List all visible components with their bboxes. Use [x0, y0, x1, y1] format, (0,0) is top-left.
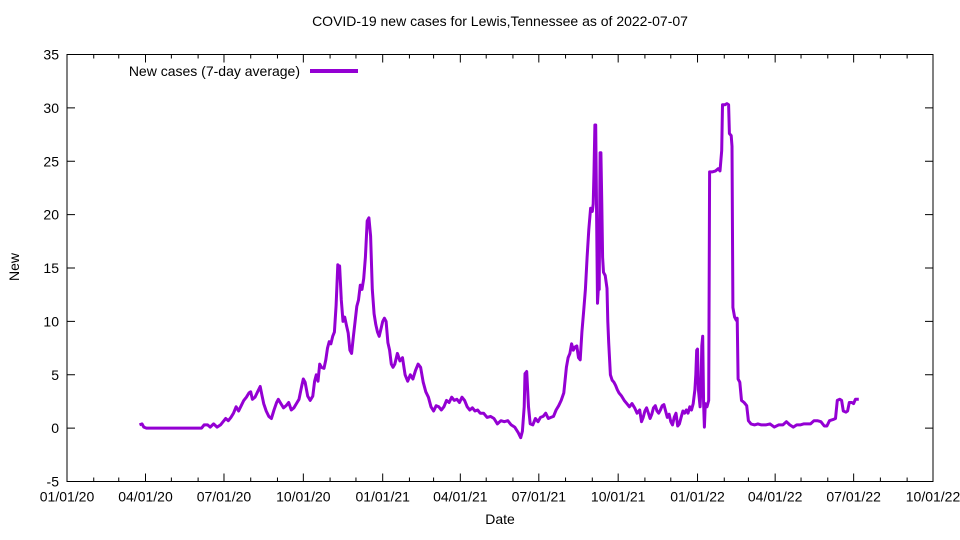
x-tick-label: 01/01/22 [670, 489, 725, 505]
y-tick-label: 15 [43, 260, 59, 276]
legend: New cases (7-day average) [90, 63, 358, 79]
x-tick-label: 04/01/22 [748, 489, 803, 505]
y-tick-label: 10 [43, 313, 59, 329]
chart-title: COVID-19 new cases for Lewis,Tennessee a… [312, 13, 688, 29]
x-tick-label: 01/01/20 [40, 489, 95, 505]
y-tick-label: 35 [43, 47, 59, 63]
y-tick-label: 0 [51, 420, 59, 436]
x-tick-label: 07/01/21 [512, 489, 567, 505]
x-tick-label: 10/01/20 [276, 489, 331, 505]
y-tick-label: 30 [43, 100, 59, 116]
x-tick-label: 07/01/22 [826, 489, 881, 505]
x-tick-label: 04/01/20 [118, 489, 173, 505]
x-tick-label: 10/01/21 [591, 489, 646, 505]
x-tick-label: 10/01/22 [906, 489, 960, 505]
y-tick-label: 5 [51, 367, 59, 383]
x-tick-label: 07/01/20 [197, 489, 252, 505]
x-tick-label: 04/01/21 [433, 489, 488, 505]
y-axis-label: New [6, 252, 22, 282]
series-line-new-cases [138, 102, 859, 440]
legend-line-sample [310, 69, 358, 73]
y-tick-label: -5 [47, 474, 60, 490]
x-axis-label: Date [485, 511, 515, 527]
y-tick-label: 20 [43, 207, 59, 223]
plot-border [66, 54, 934, 482]
y-tick-label: 25 [43, 153, 59, 169]
legend-label: New cases (7-day average) [128, 63, 300, 79]
x-tick-label: 01/01/21 [355, 489, 410, 505]
